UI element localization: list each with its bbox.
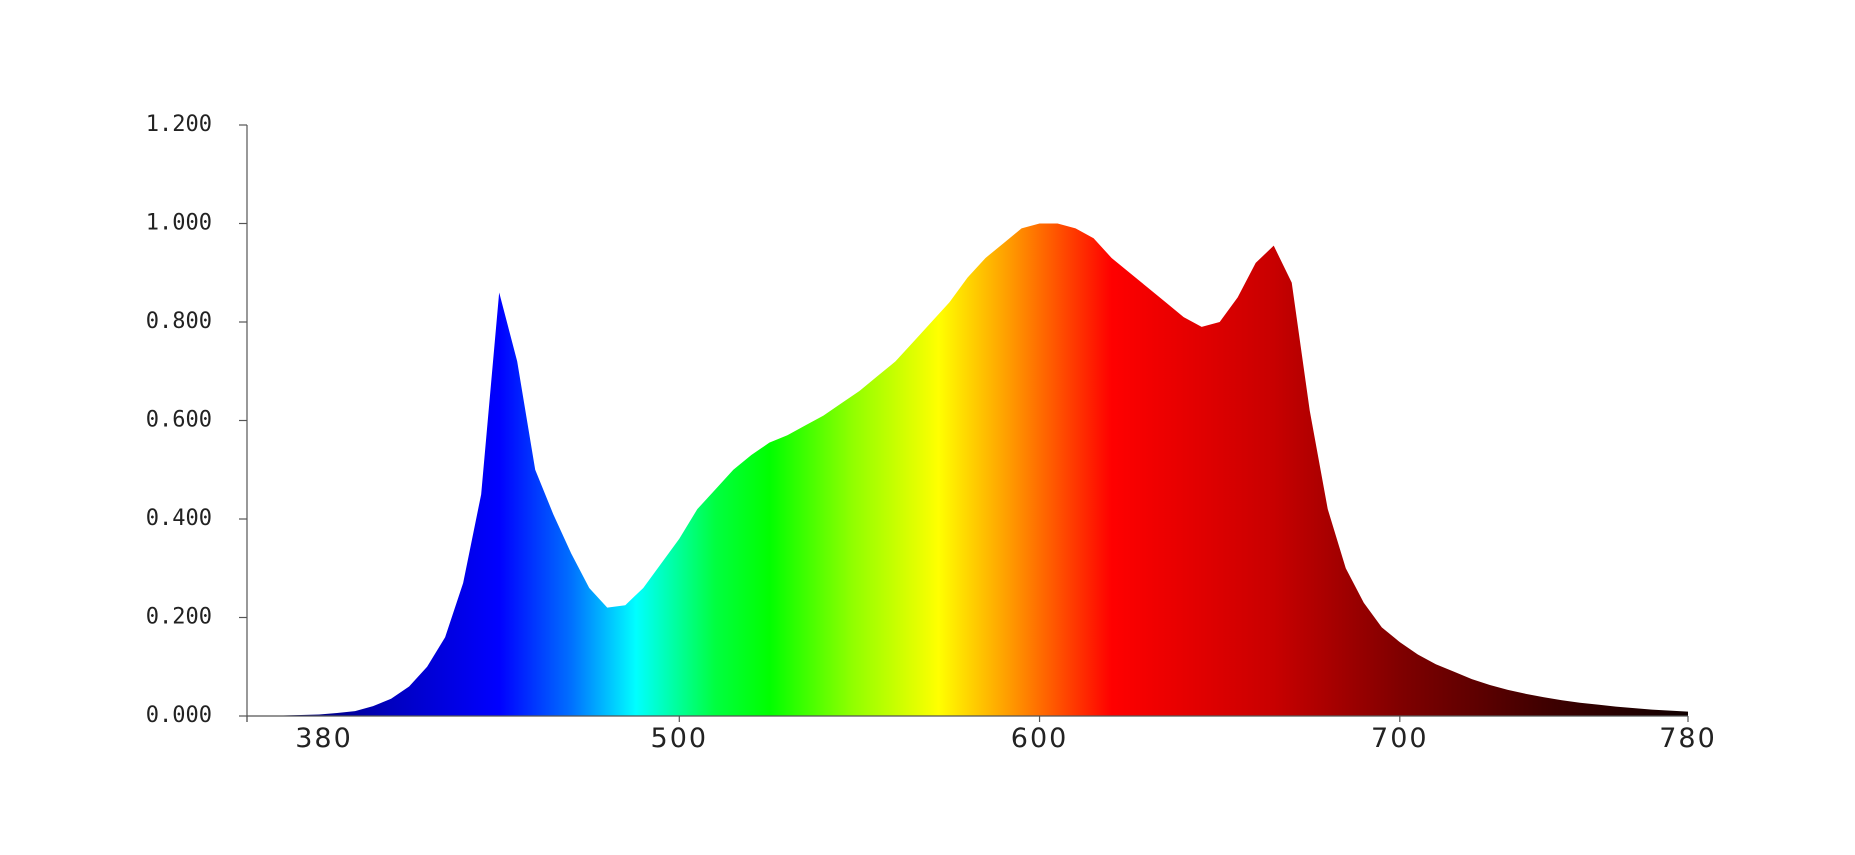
x-tick-label: 780 bbox=[1659, 723, 1717, 754]
x-tick-label: 380 bbox=[295, 723, 353, 754]
y-tick-label: 0.800 bbox=[146, 309, 212, 334]
x-tick-label: 600 bbox=[1011, 723, 1069, 754]
x-tick-label: 500 bbox=[651, 723, 709, 754]
spectrum-area bbox=[247, 223, 1688, 716]
y-tick-label: 1.200 bbox=[146, 112, 212, 137]
x-tick-label: 700 bbox=[1371, 723, 1429, 754]
y-tick-label: 0.600 bbox=[146, 408, 212, 433]
y-tick-label: 0.200 bbox=[146, 605, 212, 630]
y-tick-label: 1.000 bbox=[146, 211, 212, 236]
y-tick-label: 0.000 bbox=[146, 703, 212, 728]
y-tick-label: 0.400 bbox=[146, 506, 212, 531]
